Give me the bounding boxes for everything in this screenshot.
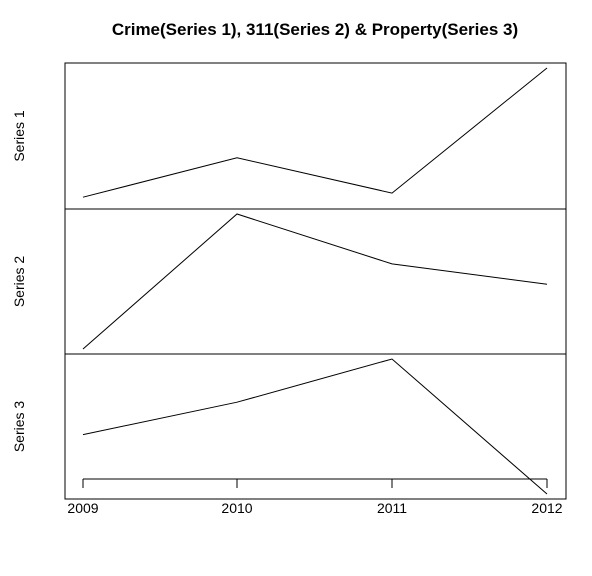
x-axis: 2009 2010 2011 2012 (67, 478, 563, 516)
series-line-1 (82, 67, 548, 198)
series-label-3: Series 3 (11, 401, 27, 453)
series-line-3 (82, 358, 548, 495)
series-label-2: Series 2 (11, 256, 27, 308)
series-line-2 (82, 213, 548, 350)
x-tick-label-2009: 2009 (67, 500, 98, 516)
x-tick-label-2011: 2011 (377, 500, 407, 516)
series-label-1: Series 1 (11, 110, 27, 162)
chart-panels: Series 1 Series 2 Series 3 (11, 62, 567, 500)
panel-frame-1 (64, 62, 567, 210)
panel-frame-3 (64, 353, 567, 500)
panel-frame-2 (64, 208, 567, 355)
panel-1: Series 1 (11, 62, 567, 210)
panel-2: Series 2 (11, 208, 567, 355)
panel-3: Series 3 (11, 353, 567, 500)
chart-title: Crime(Series 1), 311(Series 2) & Propert… (112, 20, 518, 39)
x-tick-label-2012: 2012 (531, 500, 562, 516)
x-tick-label-2010: 2010 (221, 500, 252, 516)
